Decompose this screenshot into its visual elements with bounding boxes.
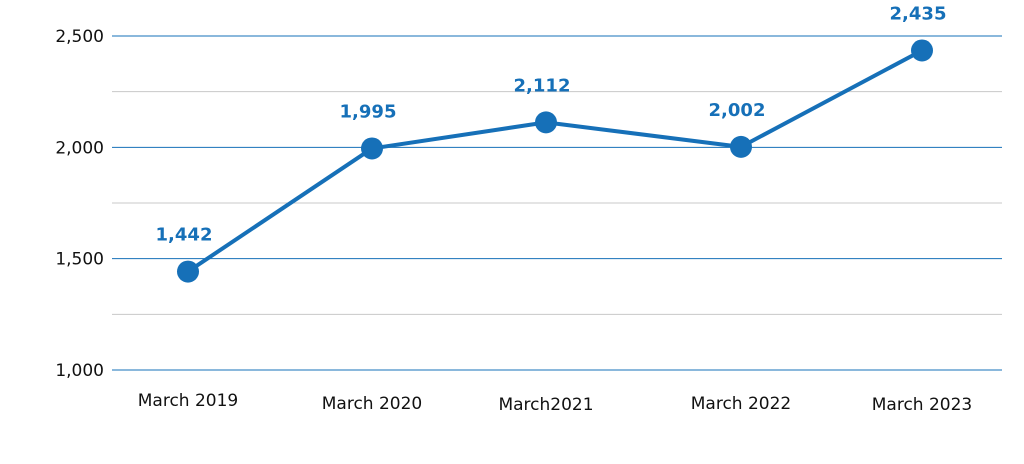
- y-tick-label: 2,000: [55, 138, 104, 158]
- data-point-marker: [911, 39, 933, 62]
- y-axis-tick-labels: 1,000 1,500 2,000 2,500: [55, 27, 104, 381]
- series-line-group: 1,442 1,995 2,112 2,002 2,435: [156, 3, 947, 283]
- data-label: 2,112: [514, 75, 571, 96]
- x-tick-label: March 2019: [138, 391, 239, 411]
- x-tick-label: March 2022: [691, 394, 792, 414]
- data-label: 1,995: [340, 101, 397, 122]
- x-tick-label: March 2020: [322, 394, 423, 414]
- data-label: 1,442: [156, 225, 213, 246]
- y-tick-label: 1,500: [55, 250, 104, 270]
- data-point-marker: [361, 137, 383, 160]
- x-tick-label: March 2023: [872, 395, 973, 415]
- y-tick-label: 1,000: [55, 361, 104, 381]
- data-label: 2,435: [890, 3, 947, 24]
- gridlines: [112, 35, 1002, 371]
- x-tick-label: March2021: [498, 395, 593, 415]
- data-point-marker: [730, 135, 752, 158]
- data-point-marker: [177, 260, 199, 283]
- x-axis-tick-labels: March 2019 March 2020 March2021 March 2022 M…: [138, 391, 973, 415]
- data-point-marker: [535, 111, 557, 134]
- y-tick-label: 2,500: [55, 27, 104, 47]
- data-label: 2,002: [709, 100, 766, 121]
